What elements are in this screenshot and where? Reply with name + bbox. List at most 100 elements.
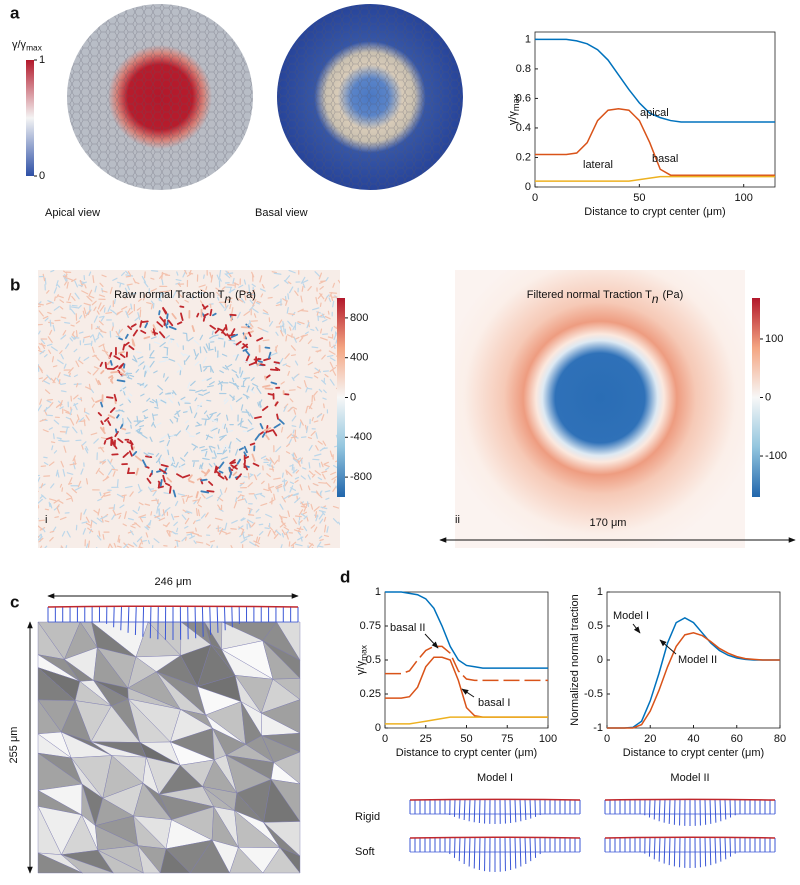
traction-speckle (128, 393, 133, 397)
traction-speckle (267, 392, 274, 396)
traction-speckle (230, 333, 239, 338)
traction-speckle (212, 312, 217, 317)
traction-speckle (38, 536, 43, 541)
traction-speckle (190, 532, 193, 538)
traction-speckle (52, 433, 55, 440)
traction-speckle (55, 469, 59, 477)
traction-speckle (133, 355, 137, 362)
traction-speckle (107, 543, 111, 548)
traction-speckle (303, 525, 308, 532)
traction-speckle (331, 344, 337, 349)
traction-speckle (146, 524, 150, 529)
traction-speckle (74, 292, 80, 300)
traction-speckle (219, 527, 224, 535)
traction-speckle (302, 283, 306, 289)
traction-speckle (144, 503, 151, 506)
traction-speckle (123, 341, 130, 347)
traction-speckle (138, 419, 144, 424)
traction-speckle (250, 296, 255, 301)
traction-speckle (258, 523, 264, 526)
traction-speckle (161, 457, 166, 462)
traction-speckle (50, 483, 55, 489)
traction-speckle (235, 373, 239, 379)
traction-speckle (240, 517, 246, 522)
traction-speckle (318, 535, 323, 539)
traction-speckle (222, 366, 227, 370)
series-label: Model I (613, 610, 649, 622)
traction-speckle (260, 363, 266, 367)
traction-speckle (291, 415, 297, 422)
traction-speckle (316, 311, 319, 316)
traction-speckle (225, 270, 229, 275)
traction-speckle (83, 418, 86, 427)
traction-speckle (38, 310, 44, 317)
traction-speckle (149, 400, 155, 404)
traction-speckle (232, 471, 238, 476)
traction-speckle (216, 448, 222, 454)
cell-wall (524, 799, 527, 821)
traction-speckle (261, 405, 269, 412)
traction-speckle (145, 364, 147, 372)
traction-speckle (63, 445, 67, 453)
traction-speckle (51, 445, 54, 451)
traction-speckle (166, 530, 171, 537)
traction-speckle (192, 295, 195, 300)
annotation-arrow (659, 639, 677, 655)
traction-speckle (252, 299, 257, 307)
traction-speckle (255, 508, 260, 513)
traction-speckle (162, 524, 168, 527)
traction-speckle (209, 365, 214, 374)
traction-speckle (270, 381, 278, 385)
traction-speckle (187, 474, 193, 481)
traction-speckle (290, 487, 297, 492)
cell-wall (216, 606, 219, 633)
cell-wall (534, 837, 537, 858)
traction-speckle (121, 306, 128, 310)
traction-speckle (231, 377, 235, 383)
traction-speckle (223, 341, 226, 348)
traction-speckle (185, 494, 190, 503)
traction-speckle (81, 281, 87, 285)
traction-speckle (56, 504, 60, 509)
annotation-arrow (632, 623, 641, 634)
traction-speckle (103, 440, 107, 445)
traction-speckle (97, 412, 103, 417)
traction-speckle (217, 428, 220, 434)
traction-speckle (40, 494, 47, 500)
traction-speckle (191, 325, 195, 333)
traction-speckle (301, 276, 306, 284)
traction-speckle (198, 401, 203, 408)
traction-speckle (44, 389, 51, 395)
traction-speckle (38, 343, 46, 347)
cell-wall (663, 837, 666, 864)
traction-speckle (150, 330, 155, 336)
traction-speckle (260, 502, 268, 507)
traction-speckle (202, 314, 206, 322)
traction-speckle (114, 431, 119, 438)
traction-speckle (57, 295, 64, 299)
traction-speckle (213, 450, 217, 458)
traction-speckle (299, 337, 304, 343)
traction-speckle (78, 356, 81, 361)
traction-speckle (174, 500, 179, 507)
traction-speckle (137, 312, 141, 320)
traction-speckle (226, 297, 233, 301)
traction-speckle (150, 288, 157, 292)
traction-speckle (88, 289, 93, 297)
traction-speckle (140, 538, 143, 545)
y-axis-label: γ/γmax (507, 93, 521, 125)
traction-speckle (315, 326, 319, 332)
traction-speckle (210, 445, 216, 449)
traction-speckle (165, 335, 170, 339)
traction-speckle (287, 293, 290, 300)
traction-speckle (70, 308, 76, 315)
traction-speckle (145, 455, 153, 459)
label-sub: max (26, 43, 43, 53)
traction-speckle (252, 462, 260, 467)
traction-speckle (150, 511, 153, 516)
traction-speckle (146, 397, 151, 402)
traction-speckle (327, 310, 330, 315)
mesh (37, 621, 301, 874)
traction-speckle (221, 286, 226, 290)
traction-speckle (217, 474, 225, 480)
